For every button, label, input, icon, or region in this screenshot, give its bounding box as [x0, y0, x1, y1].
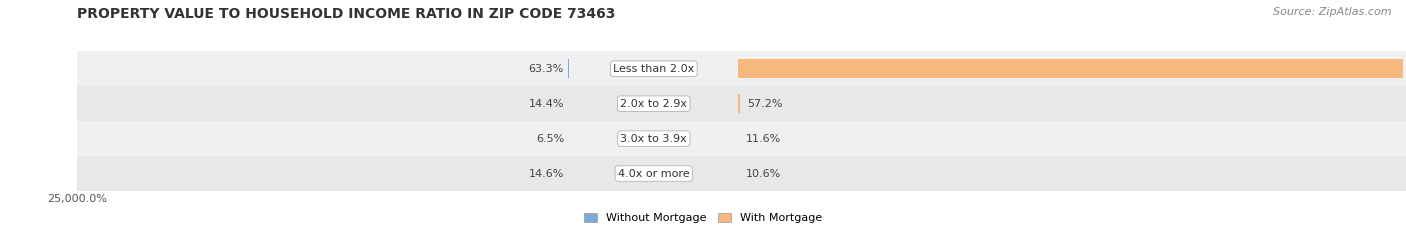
Text: 3.0x to 3.9x: 3.0x to 3.9x: [620, 134, 688, 144]
Text: PROPERTY VALUE TO HOUSEHOLD INCOME RATIO IN ZIP CODE 73463: PROPERTY VALUE TO HOUSEHOLD INCOME RATIO…: [77, 7, 616, 21]
Bar: [738, 94, 740, 113]
Text: 6.5%: 6.5%: [536, 134, 564, 144]
Bar: [738, 86, 1406, 121]
Text: 14.6%: 14.6%: [529, 169, 564, 178]
Bar: [569, 121, 738, 156]
Bar: [569, 86, 738, 121]
Text: 2.0x to 2.9x: 2.0x to 2.9x: [620, 99, 688, 109]
Text: 14.4%: 14.4%: [529, 99, 564, 109]
Bar: [738, 156, 1406, 191]
Bar: [77, 51, 569, 86]
Bar: [77, 121, 569, 156]
Bar: [77, 86, 569, 121]
Legend: Without Mortgage, With Mortgage: Without Mortgage, With Mortgage: [579, 208, 827, 227]
Bar: [738, 121, 1406, 156]
Text: 11.6%: 11.6%: [747, 134, 782, 144]
Text: 4.0x or more: 4.0x or more: [619, 169, 689, 178]
Bar: [569, 156, 738, 191]
Text: Source: ZipAtlas.com: Source: ZipAtlas.com: [1274, 7, 1392, 17]
Text: Less than 2.0x: Less than 2.0x: [613, 64, 695, 74]
Text: 63.3%: 63.3%: [529, 64, 564, 74]
Bar: [77, 156, 569, 191]
Text: 57.2%: 57.2%: [748, 99, 783, 109]
Bar: [569, 51, 738, 86]
Bar: [738, 51, 1406, 86]
Text: 10.6%: 10.6%: [747, 169, 782, 178]
Bar: [738, 59, 1403, 78]
